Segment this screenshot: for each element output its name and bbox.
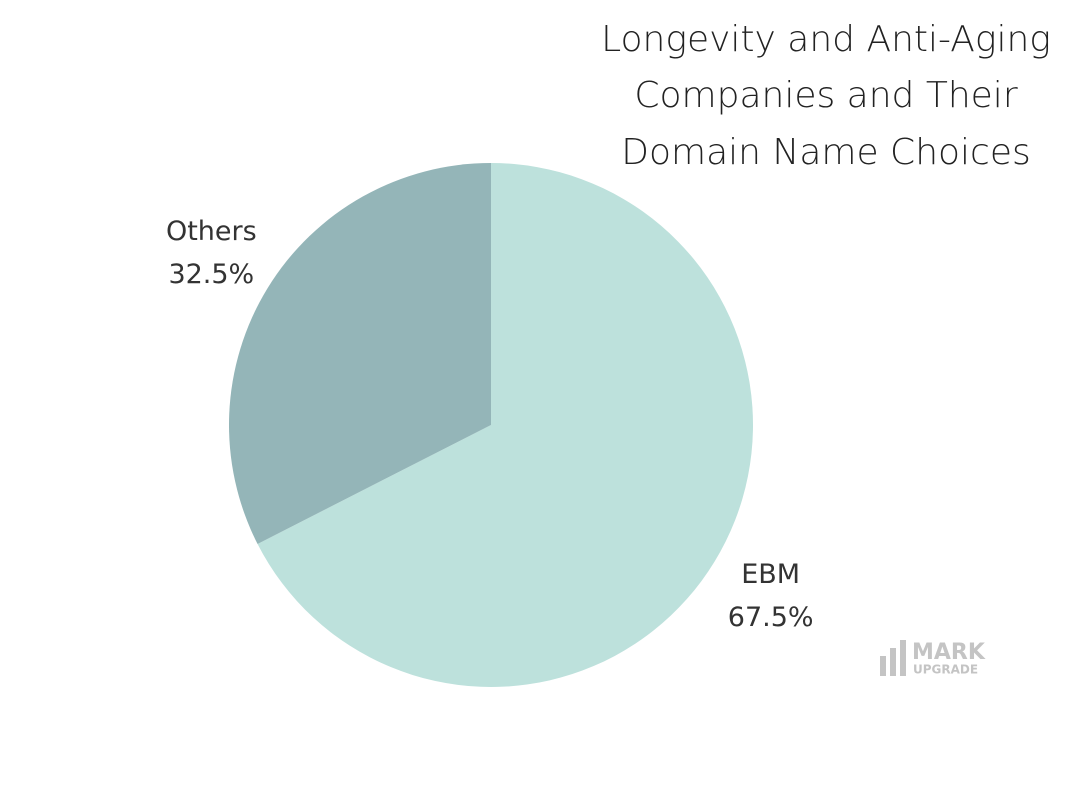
logo-bar — [900, 640, 906, 676]
chart-title: Companies and Their — [634, 75, 1017, 116]
slice-label: Others — [166, 216, 257, 247]
logo-bar — [890, 648, 896, 676]
chart-title: Domain Name Choices — [621, 132, 1030, 173]
chart-title: Longevity and Anti-Aging — [601, 19, 1051, 60]
watermark-text: MARK — [912, 640, 986, 665]
value-label: 67.5% — [728, 602, 814, 633]
pie-slice — [229, 163, 492, 544]
logo-bar — [880, 656, 886, 676]
value-label: 32.5% — [168, 259, 254, 290]
pie-slice — [257, 163, 754, 687]
watermark: MARK UPGRADE — [880, 640, 986, 677]
watermark-text: UPGRADE — [913, 663, 978, 677]
slice-label: EBM — [741, 559, 800, 590]
